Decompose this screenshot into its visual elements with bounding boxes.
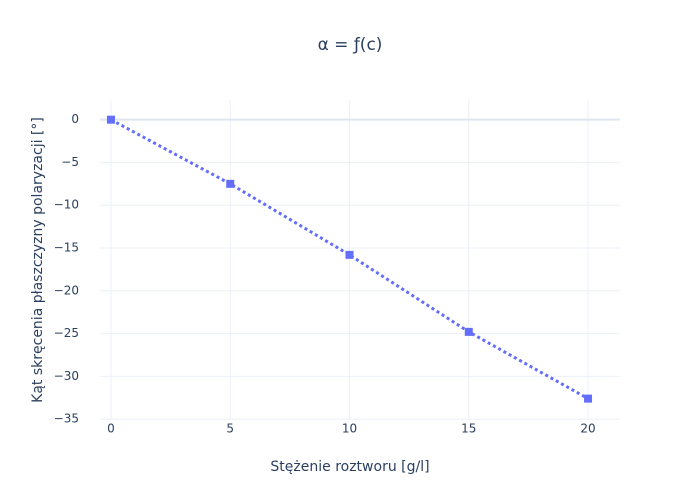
marker [226, 179, 235, 188]
marker [464, 327, 473, 336]
marker [106, 115, 115, 124]
x-tick-label: 20 [580, 422, 595, 436]
y-tick-label: −10 [54, 198, 79, 212]
y-tick-label: −5 [61, 155, 79, 169]
chart-title: α = ƒ(c) [318, 35, 383, 55]
y-tick-label: 0 [71, 112, 79, 126]
x-tick-label: 5 [226, 422, 234, 436]
x-tick-label: 15 [461, 422, 476, 436]
series-line [110, 118, 589, 400]
y-tick-label: −25 [54, 326, 79, 340]
x-tick-label: 10 [342, 422, 357, 436]
y-tick-label: −15 [54, 241, 79, 255]
x-axis-title: Stężenie roztworu [g/l] [270, 459, 429, 475]
y-tick-label: −35 [54, 412, 79, 426]
marker [345, 250, 354, 259]
x-tick-label: 0 [107, 422, 115, 436]
y-axis-title: Kąt skręcenia płaszczyzny polaryzacji [°… [30, 117, 46, 403]
y-tick-label: −20 [54, 283, 79, 297]
y-tick-label: −30 [54, 369, 79, 383]
marker [584, 394, 593, 403]
